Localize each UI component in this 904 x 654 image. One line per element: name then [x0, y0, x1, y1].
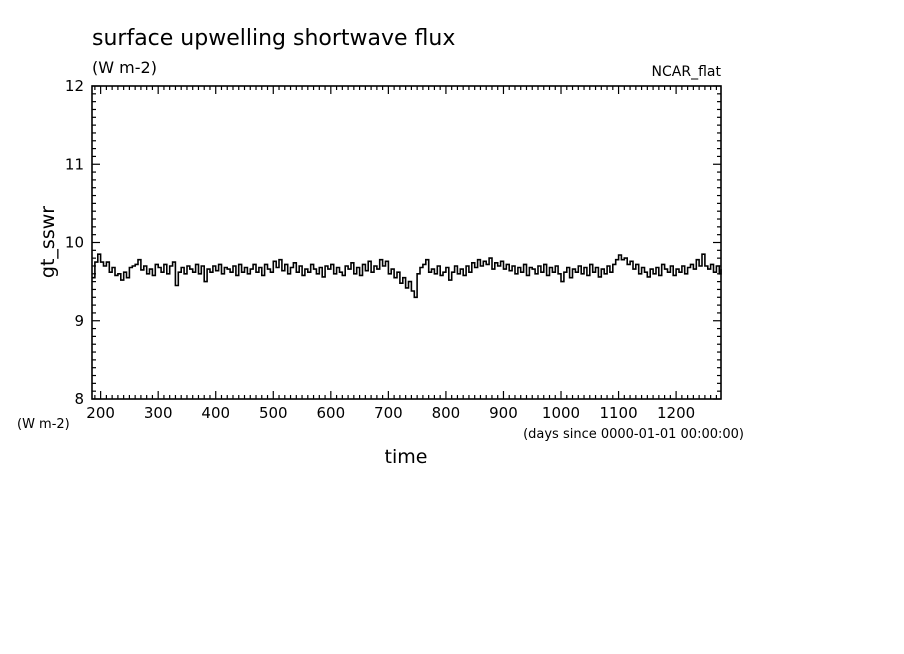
y-tick-label: 9	[74, 312, 84, 330]
x-axis-label: time	[385, 446, 428, 468]
x-axis-units: (days since 0000-01-01 00:00:00)	[523, 427, 744, 442]
corner-label: NCAR_flat	[652, 64, 722, 80]
y-tick-label: 10	[65, 234, 84, 252]
data-line	[92, 253, 722, 299]
x-tick-label: 1100	[599, 404, 637, 422]
x-tick-label: 200	[86, 404, 115, 422]
y-axis-label: gt_sswr	[37, 206, 59, 278]
y-tick-label: 8	[74, 390, 84, 408]
x-ticks: 200 300 400 500 600 700 800 900 1000 1100 1200	[86, 86, 717, 422]
x-tick-label: 500	[259, 404, 288, 422]
x-tick-label: 1000	[542, 404, 580, 422]
x-tick-label: 600	[317, 404, 346, 422]
x-tick-label: 300	[144, 404, 173, 422]
y-axis-units: (W m-2)	[17, 417, 70, 432]
x-tick-label: 700	[374, 404, 403, 422]
chart-subtitle: (W m-2)	[92, 58, 157, 77]
plot-area: 200 300 400 500 600 700 800 900 1000 1100 1200 8 9 1…	[65, 77, 722, 422]
chart-title: surface upwelling shortwave flux	[92, 26, 455, 51]
y-tick-label: 11	[65, 155, 84, 173]
x-tick-label: 800	[432, 404, 461, 422]
y-tick-label: 12	[65, 77, 84, 95]
plot-frame	[91, 85, 722, 400]
x-tick-label: 400	[201, 404, 230, 422]
x-tick-label: 1200	[657, 404, 695, 422]
y-ticks: 8 9 10 11 12	[65, 77, 721, 408]
x-tick-label: 900	[489, 404, 518, 422]
